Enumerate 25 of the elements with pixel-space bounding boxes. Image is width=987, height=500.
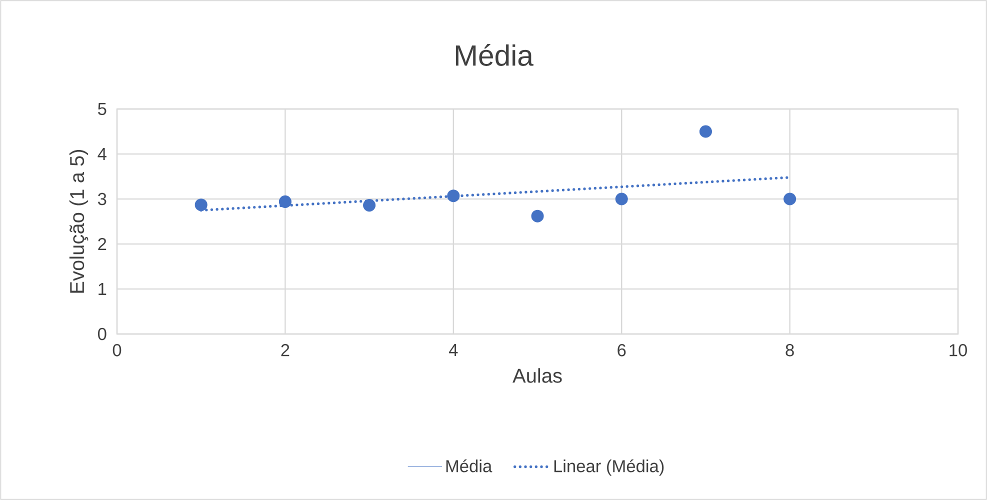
- point: [363, 199, 376, 212]
- legend-label: Média: [446, 459, 492, 472]
- point: [531, 210, 544, 222]
- point: [194, 198, 208, 212]
- point: [699, 125, 712, 138]
- point: [784, 192, 796, 206]
- y-tick-label: 4: [98, 148, 106, 160]
- chart-title: Média: [456, 44, 534, 66]
- x-tick-label: 8: [786, 344, 794, 356]
- point: [278, 195, 292, 208]
- y-tick-label: 1: [98, 283, 106, 295]
- y-tick-label: 5: [98, 102, 106, 116]
- x-tick-label: 10: [950, 344, 967, 356]
- y-tick-label: 2: [98, 238, 106, 250]
- x-tick-label: 2: [281, 344, 290, 356]
- legend-label: Linear (Média): [554, 459, 664, 476]
- x-tick-label: 0: [112, 344, 122, 356]
- x-axis-title: Aulas: [512, 368, 562, 383]
- y-tick-label: 3: [98, 192, 106, 206]
- point: [447, 190, 460, 202]
- y-axis-title: Evolução (1 a 5): [69, 150, 88, 293]
- x-tick-label: 4: [448, 344, 458, 356]
- point: [615, 192, 628, 206]
- x-tick-label: 6: [618, 344, 626, 356]
- y-tick-label: 0: [98, 328, 106, 340]
